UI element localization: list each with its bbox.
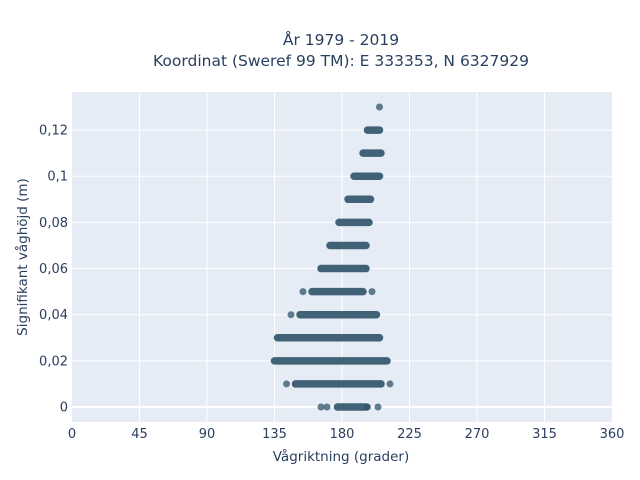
scatter-point bbox=[283, 380, 290, 388]
x-tick-label: 90 bbox=[199, 427, 216, 442]
scatter-point bbox=[364, 403, 371, 411]
scatter-point bbox=[386, 380, 394, 388]
x-tick-label: 270 bbox=[465, 427, 490, 442]
x-tick-label: 315 bbox=[532, 427, 557, 442]
y-axis-title: Signifikant våghöjd (m) bbox=[14, 178, 31, 336]
y-tick-label: 0,04 bbox=[39, 308, 68, 323]
scatter-point bbox=[368, 288, 376, 296]
x-axis-ticks: 0 45 90 135 180 225 270 315 360 bbox=[68, 427, 625, 442]
x-tick-label: 45 bbox=[131, 427, 148, 442]
x-tick-label: 180 bbox=[330, 427, 355, 442]
x-tick-label: 225 bbox=[397, 427, 422, 442]
data-points bbox=[270, 103, 394, 411]
x-tick-label: 0 bbox=[68, 427, 76, 442]
y-tick-label: 0,06 bbox=[39, 262, 68, 277]
chart-title: År 1979 - 2019 bbox=[283, 30, 399, 49]
y-tick-label: 0 bbox=[60, 401, 68, 416]
scatter-point bbox=[299, 288, 307, 296]
scatter-point bbox=[376, 103, 383, 111]
scatter-point bbox=[374, 403, 382, 411]
y-tick-label: 0,1 bbox=[47, 170, 68, 185]
chart-subtitle: Koordinat (Sweref 99 TM): E 333353, N 63… bbox=[153, 52, 529, 70]
y-tick-label: 0,02 bbox=[39, 354, 68, 369]
x-tick-label: 360 bbox=[600, 427, 625, 442]
scatter-point bbox=[287, 311, 295, 319]
y-axis-ticks: 0 0,02 0,04 0,06 0,08 0,1 0,12 bbox=[39, 124, 68, 416]
y-tick-label: 0,12 bbox=[39, 124, 68, 139]
scatter-point bbox=[317, 403, 325, 411]
y-tick-label: 0,08 bbox=[39, 216, 68, 231]
scatter-point bbox=[323, 403, 331, 411]
x-tick-label: 135 bbox=[262, 427, 287, 442]
x-axis-title: Vågriktning (grader) bbox=[273, 448, 410, 465]
